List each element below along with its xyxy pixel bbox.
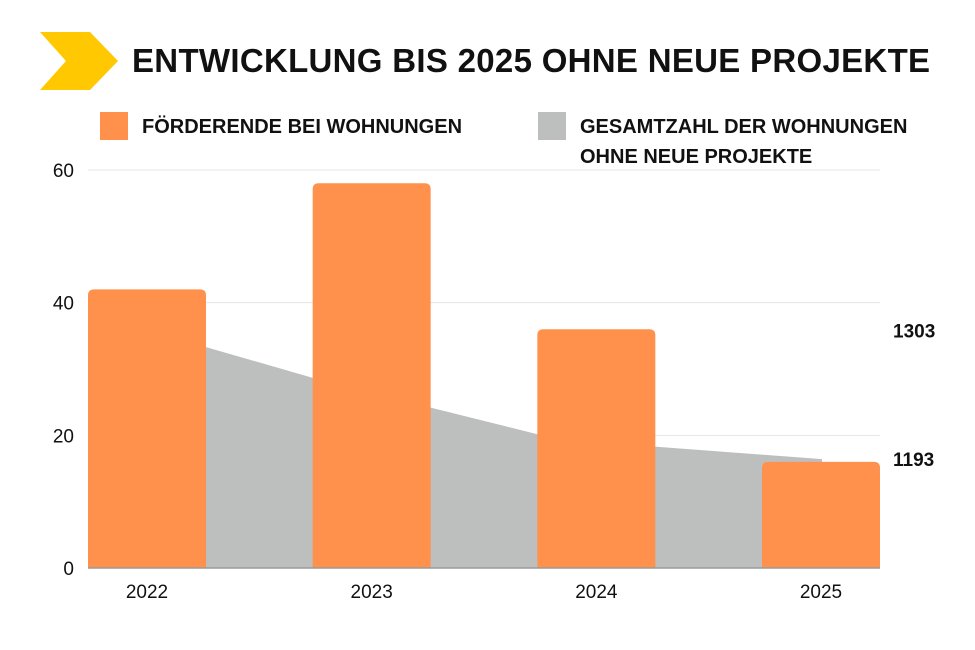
y-tick-label-0: 0 [63,559,74,580]
bar-2024 [537,329,656,568]
area-series [148,330,822,568]
axes: 0 20 40 60 1303 1193 2022 2023 2024 2025 [53,161,935,603]
y-tick-label-40: 40 [53,294,74,315]
chart-title: ENTWICKLUNG BIS 2025 OHNE NEUE PROJEKTE [132,42,931,79]
area-total-apartments [148,330,822,568]
bar-series [88,183,880,568]
y-tick-label-60: 60 [53,161,74,182]
x-tick-label-2025: 2025 [800,582,842,603]
x-tick-label-2022: 2022 [126,582,168,603]
bar-2023 [312,183,431,568]
legend-swatch-area [538,112,566,140]
area-value-label-1303: 1303 [893,321,935,342]
legend-item-area: GESAMTZAHL DER WOHNUNGEN OHNE NEUE PROJE… [538,112,940,172]
legend-label-bars: FÖRDERENDE BEI WOHNUNGEN [142,116,463,138]
y-tick-label-20: 20 [53,426,74,447]
chevron-arrow-icon [40,32,118,90]
legend-swatch-bars [100,112,128,140]
bar-2025 [762,461,880,568]
x-tick-label-2024: 2024 [575,582,618,603]
x-tick-label-2023: 2023 [351,582,393,603]
area-value-label-1193: 1193 [893,450,934,471]
legend-label-area: GESAMTZAHL DER WOHNUNGEN OHNE NEUE PROJE… [580,116,908,168]
chart-header: ENTWICKLUNG BIS 2025 OHNE NEUE PROJEKTE [40,30,930,92]
legend-item-bars: FÖRDERENDE BEI WOHNUNGEN [100,112,462,142]
bar-2022 [88,289,206,568]
